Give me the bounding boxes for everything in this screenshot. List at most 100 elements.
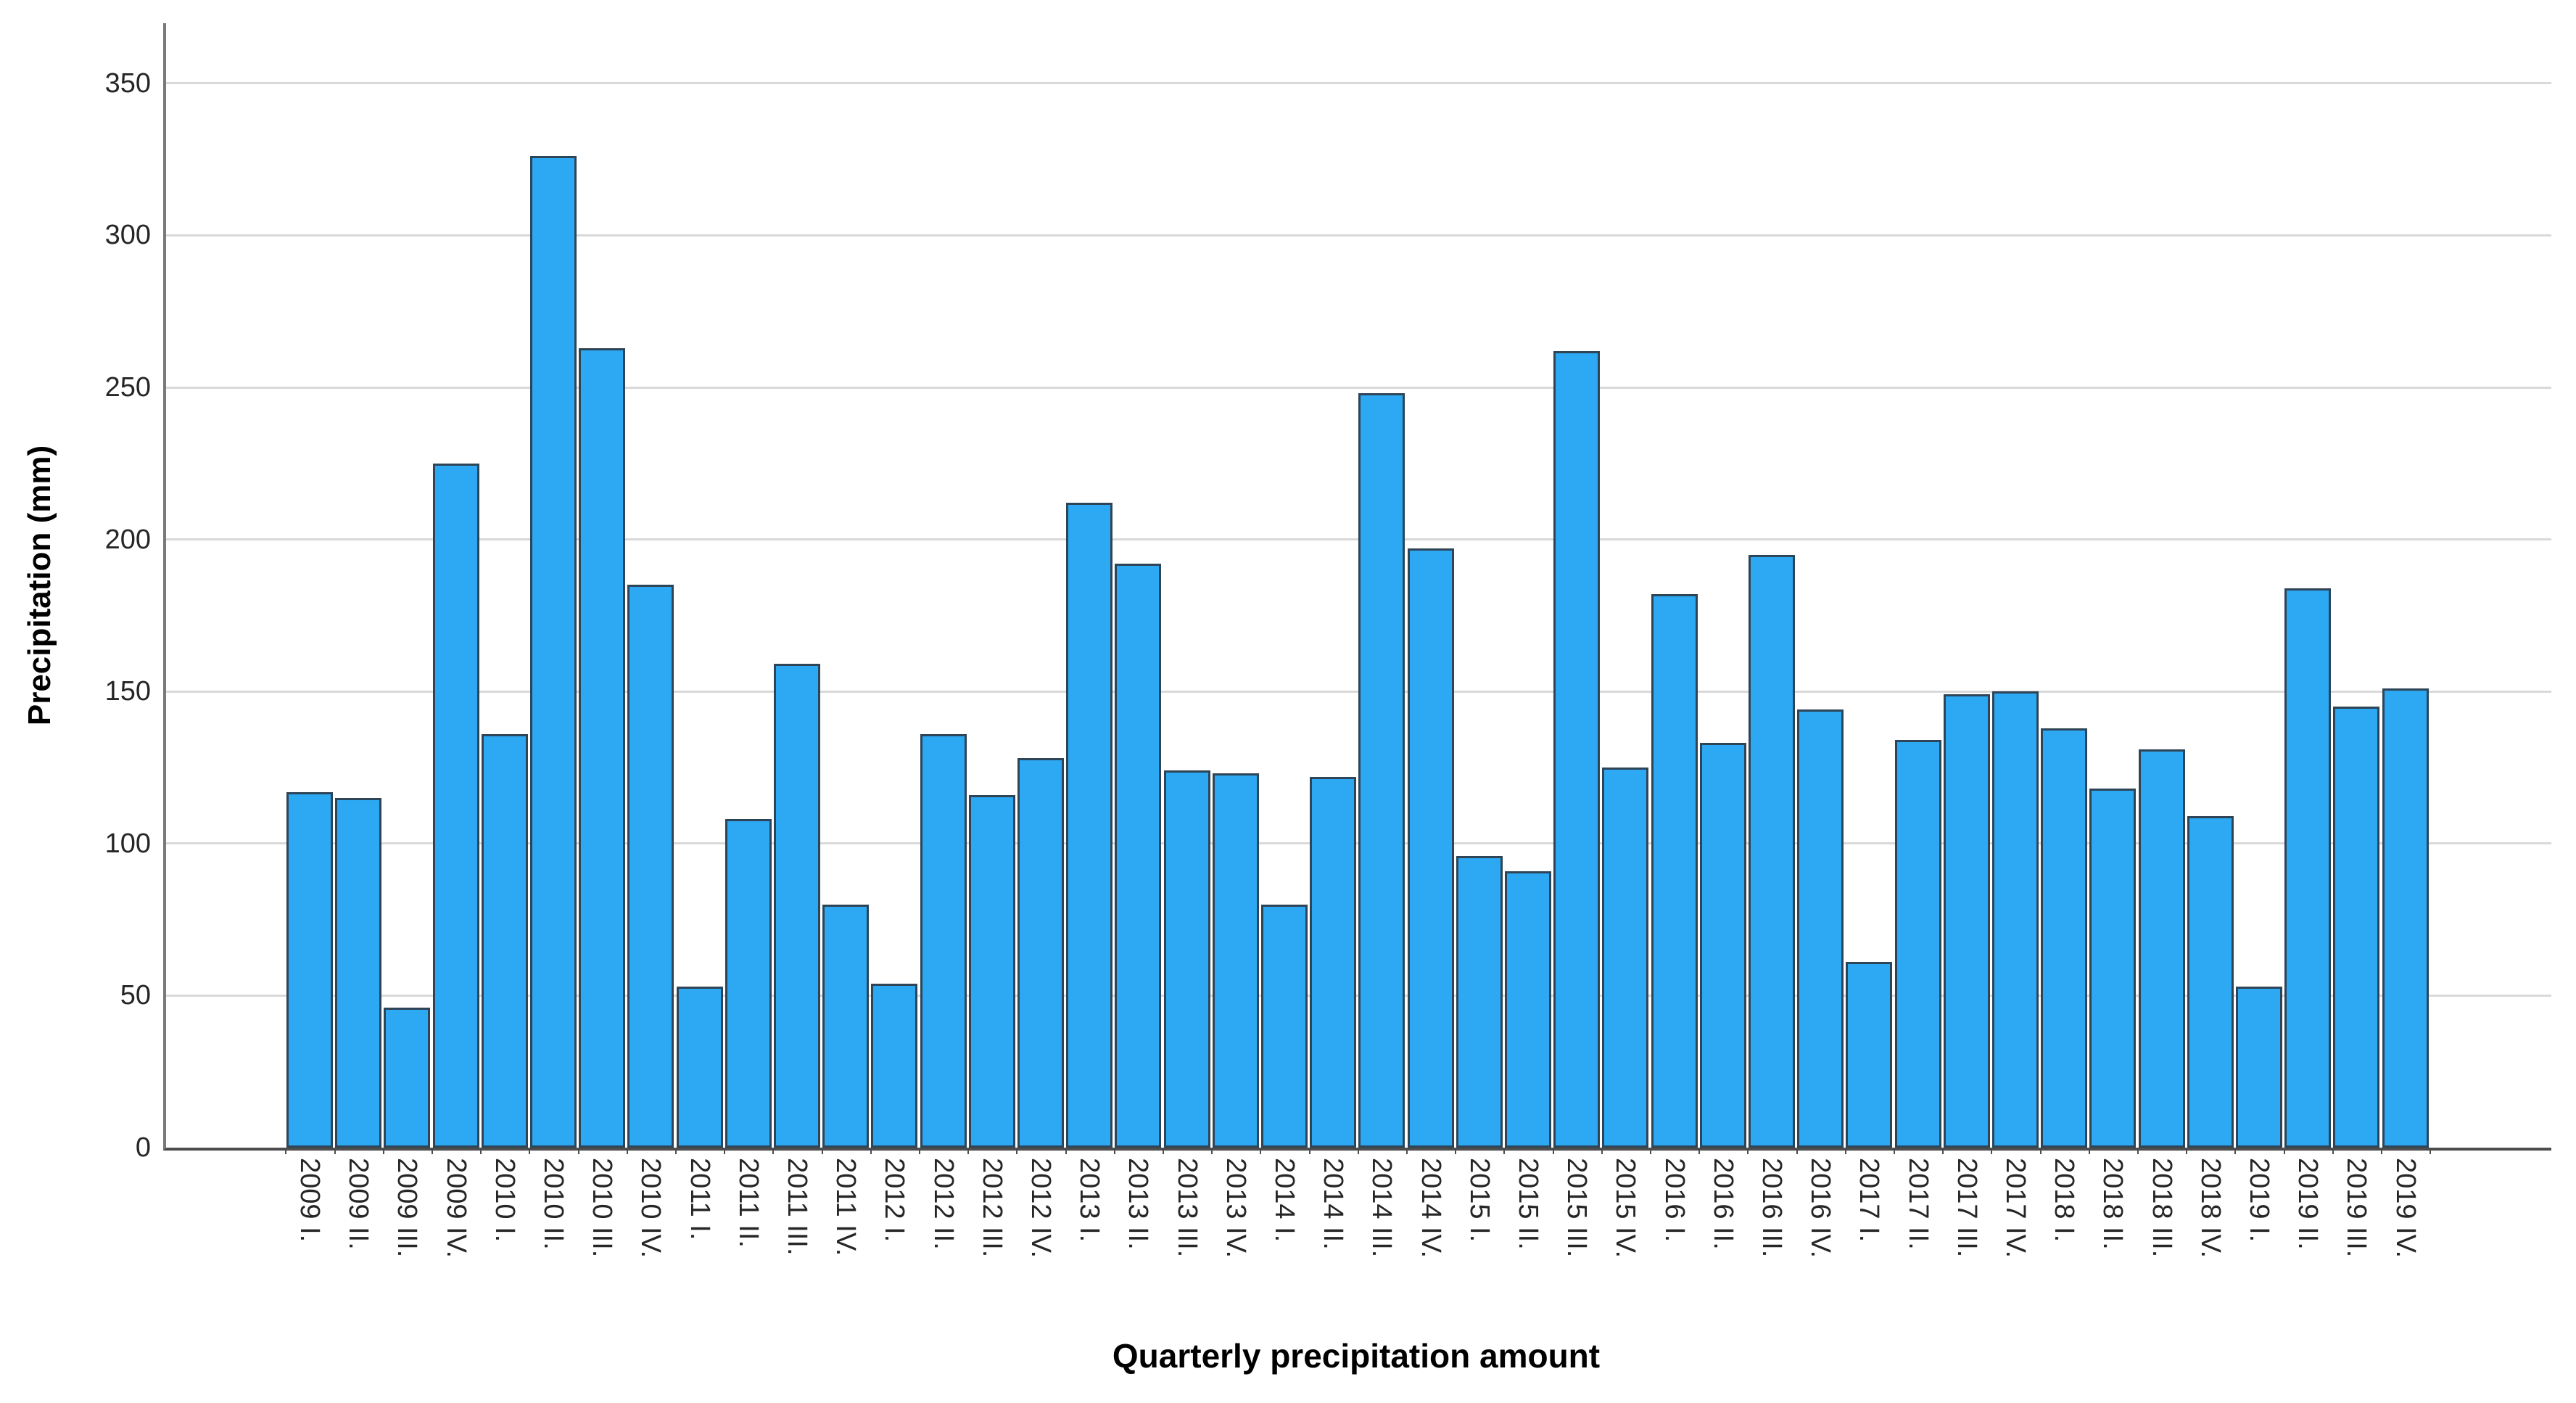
x-tick-mark (1552, 1148, 1554, 1154)
y-tick-label: 250 (104, 372, 151, 403)
bar (1115, 564, 1162, 1148)
x-tick-mark (1016, 1148, 1018, 1154)
bar (335, 797, 382, 1148)
x-tick-mark (1650, 1148, 1651, 1154)
bar (871, 983, 918, 1148)
x-tick-label: 2016 I. (1659, 1158, 1690, 1243)
bar (1943, 694, 1990, 1148)
x-tick-label: 2018 III. (2146, 1158, 2177, 1258)
x-tick-mark (1942, 1148, 1944, 1154)
x-axis-title: Quarterly precipitation amount (1112, 1337, 1601, 1375)
x-tick-mark (285, 1148, 287, 1154)
plot-area: 2009 I. 2009 II. 2009 III. 2009 IV. 2010 I. 2… (163, 23, 2551, 1258)
x-tick-label: 2012 IV. (1025, 1158, 1056, 1259)
x-tick-label: 2015 I. (1464, 1158, 1495, 1243)
x-tick-mark (1747, 1148, 1749, 1154)
x-tick-label: 2014 III. (1366, 1158, 1398, 1258)
bar (1163, 770, 1210, 1148)
x-tick-label: 2013 I. (1074, 1158, 1105, 1243)
bar (481, 733, 528, 1148)
x-tick-label: 2009 II. (343, 1158, 374, 1250)
x-tick-label: 2011 III. (782, 1158, 812, 1256)
x-tick-mark (2088, 1148, 2090, 1154)
x-tick-label: 2010 III. (587, 1158, 618, 1258)
x-tick-label: 2012 I. (879, 1158, 910, 1243)
bar (384, 1008, 431, 1148)
bar (1992, 691, 2039, 1148)
bar (1749, 554, 1795, 1148)
x-tick-label: 2019 II. (2292, 1158, 2324, 1250)
x-tick-mark (1357, 1148, 1359, 1154)
bar (1894, 740, 1941, 1148)
x-tick-mark (2039, 1148, 2042, 1154)
x-tick-label: 2012 II. (928, 1158, 959, 1250)
bar (2089, 789, 2137, 1148)
x-tick-label: 2019 III. (2341, 1158, 2372, 1258)
x-tick-label: 2014 I. (1269, 1158, 1300, 1243)
y-tick-label: 350 (104, 67, 151, 99)
y-tick-label: 150 (104, 676, 151, 707)
x-tick-mark (1406, 1148, 1408, 1154)
x-tick-mark (2430, 1148, 2432, 1154)
bar (579, 347, 626, 1148)
bar (774, 664, 820, 1148)
x-tick-mark (432, 1148, 433, 1154)
x-tick-mark (2283, 1148, 2285, 1154)
x-tick-label: 2010 II. (538, 1158, 569, 1250)
bar (2382, 688, 2429, 1148)
bar (920, 733, 967, 1148)
y-tick-label: 100 (104, 828, 151, 859)
gridline (166, 82, 2551, 85)
bar (2041, 728, 2088, 1148)
x-tick-label: 2017 I. (1854, 1158, 1885, 1243)
x-tick-mark (1211, 1148, 1213, 1154)
x-tick-label: 2015 II. (1513, 1158, 1543, 1250)
bar (2138, 749, 2185, 1148)
x-tick-label: 2019 I. (2244, 1158, 2274, 1243)
x-tick-mark (1796, 1148, 1798, 1154)
bar (2284, 588, 2332, 1148)
y-tick-label: 50 (120, 980, 151, 1011)
x-tick-mark (1844, 1148, 1846, 1154)
bar (968, 794, 1015, 1148)
x-tick-label: 2016 II. (1707, 1158, 1738, 1250)
x-tick-label: 2014 IV. (1415, 1158, 1446, 1259)
x-tick-mark (2186, 1148, 2188, 1154)
x-tick-label: 2009 I. (294, 1158, 325, 1243)
x-tick-mark (1308, 1148, 1310, 1154)
x-tick-label: 2014 II. (1318, 1158, 1349, 1250)
x-tick-mark (724, 1148, 726, 1154)
bar (1505, 871, 1551, 1148)
x-tick-label: 2018 IV. (2195, 1158, 2226, 1259)
bar (1310, 776, 1357, 1148)
bar (2333, 707, 2380, 1148)
x-tick-mark (1455, 1148, 1457, 1154)
x-tick-label: 2015 III. (1561, 1158, 1593, 1258)
x-tick-label: 2013 III. (1171, 1158, 1202, 1258)
x-tick-mark (1260, 1148, 1262, 1154)
bar (1553, 350, 1601, 1148)
x-tick-mark (1991, 1148, 1993, 1154)
x-tick-mark (626, 1148, 628, 1154)
x-tick-label: 2016 IV. (1805, 1158, 1836, 1259)
y-tick-label: 200 (104, 524, 151, 555)
gridline (166, 386, 2551, 389)
x-tick-label: 2017 IV. (2000, 1158, 2031, 1259)
x-tick-mark (1503, 1148, 1506, 1154)
x-tick-mark (2332, 1148, 2334, 1154)
x-tick-label: 2016 III. (1756, 1158, 1787, 1258)
bar (2187, 816, 2234, 1148)
x-tick-mark (2381, 1148, 2382, 1154)
x-tick-label: 2012 III. (976, 1158, 1007, 1258)
x-tick-mark (1113, 1148, 1115, 1154)
x-tick-mark (1894, 1148, 1895, 1154)
x-tick-label: 2010 I. (489, 1158, 520, 1243)
x-tick-mark (1163, 1148, 1164, 1154)
y-tick-label: 300 (104, 220, 151, 251)
gridline (166, 234, 2551, 236)
bar (1212, 773, 1259, 1148)
bar (822, 904, 870, 1148)
bar (1456, 855, 1503, 1148)
x-tick-label: 2018 I. (2049, 1158, 2080, 1243)
x-tick-mark (919, 1148, 920, 1154)
